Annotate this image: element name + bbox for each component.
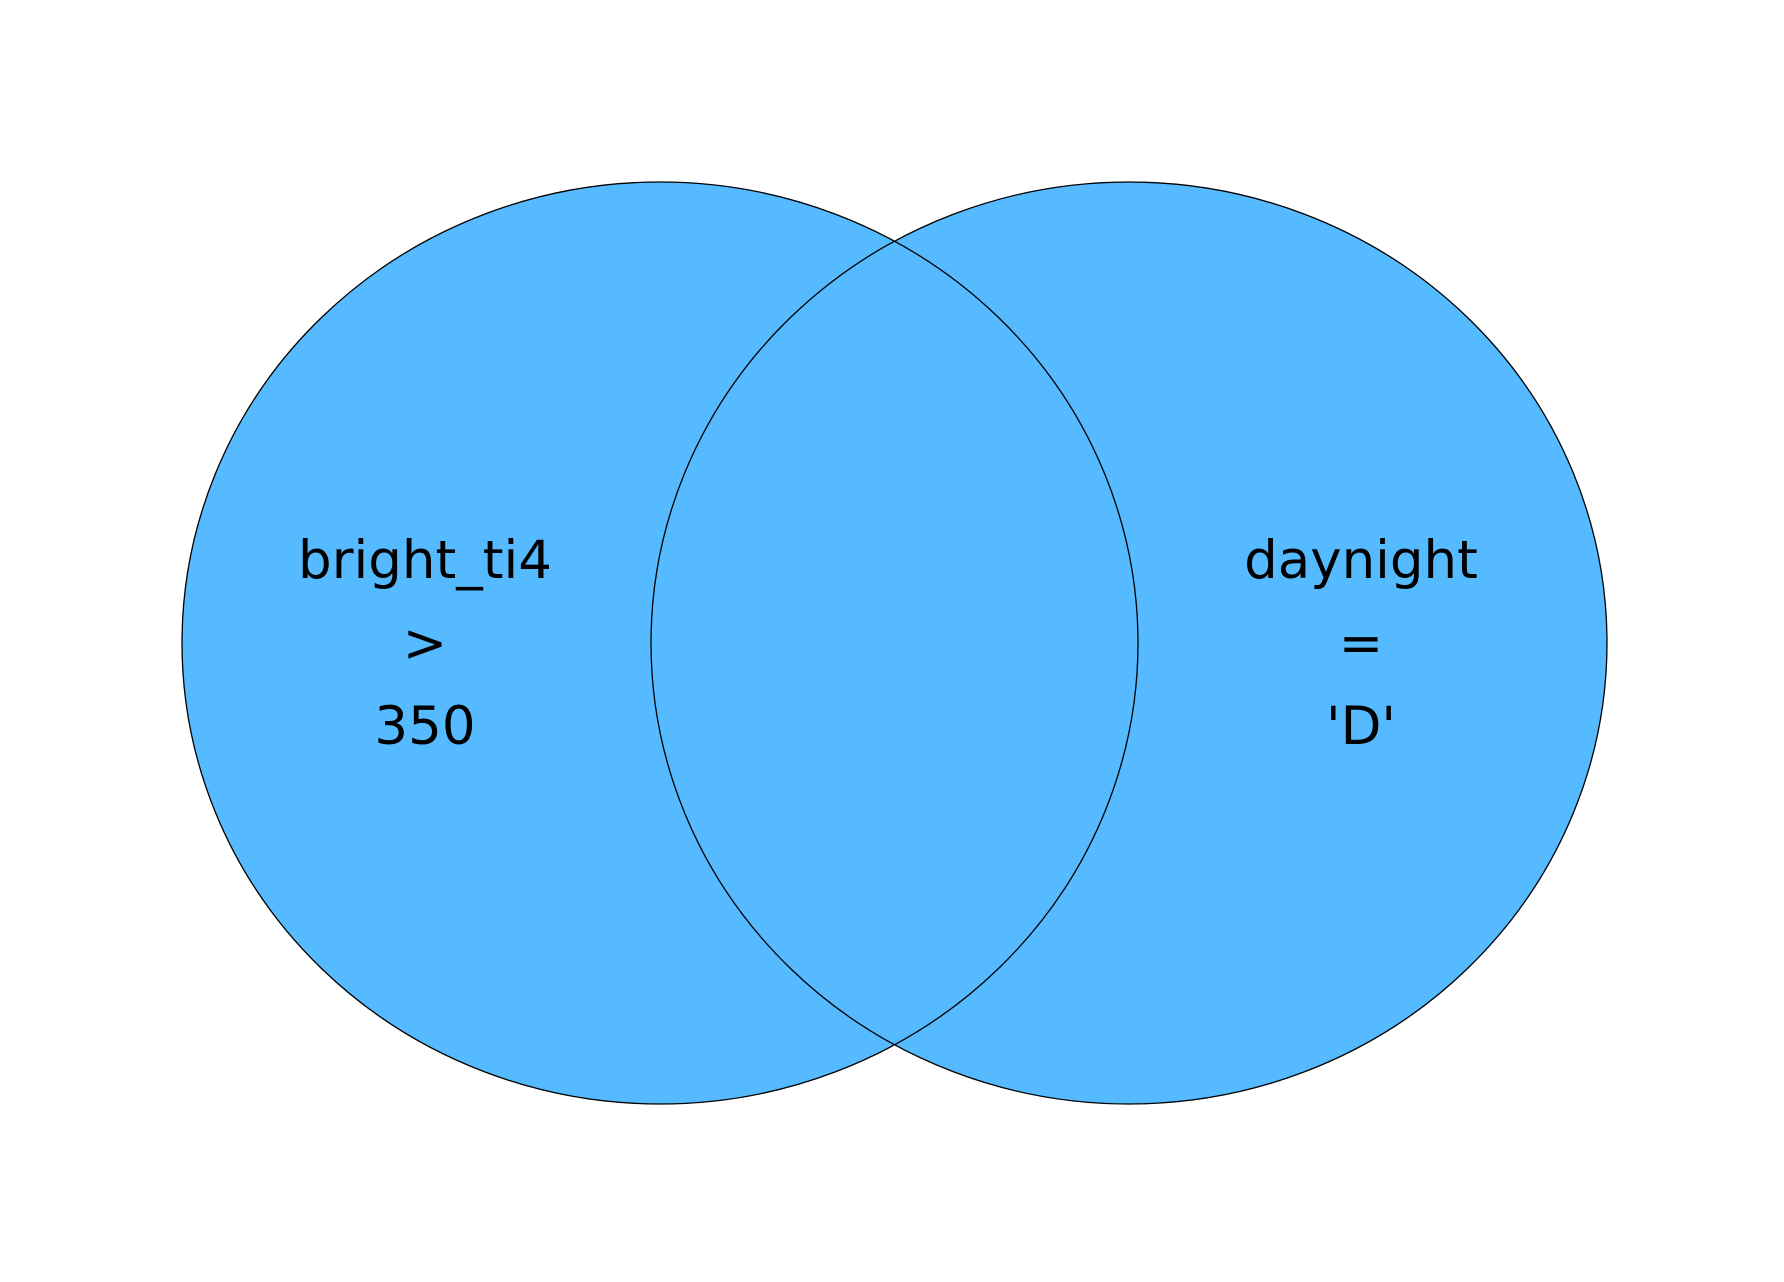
left-set-label-operator: > [403, 613, 447, 674]
right-set-label-value: 'D' [1326, 696, 1396, 757]
left-set-label-value: 350 [374, 696, 475, 757]
set-circle-right [651, 182, 1607, 1104]
right-set-label-operator: = [1339, 613, 1383, 674]
left-set-label-field: bright_ti4 [298, 530, 552, 591]
right-set-label-field: daynight [1244, 530, 1478, 591]
